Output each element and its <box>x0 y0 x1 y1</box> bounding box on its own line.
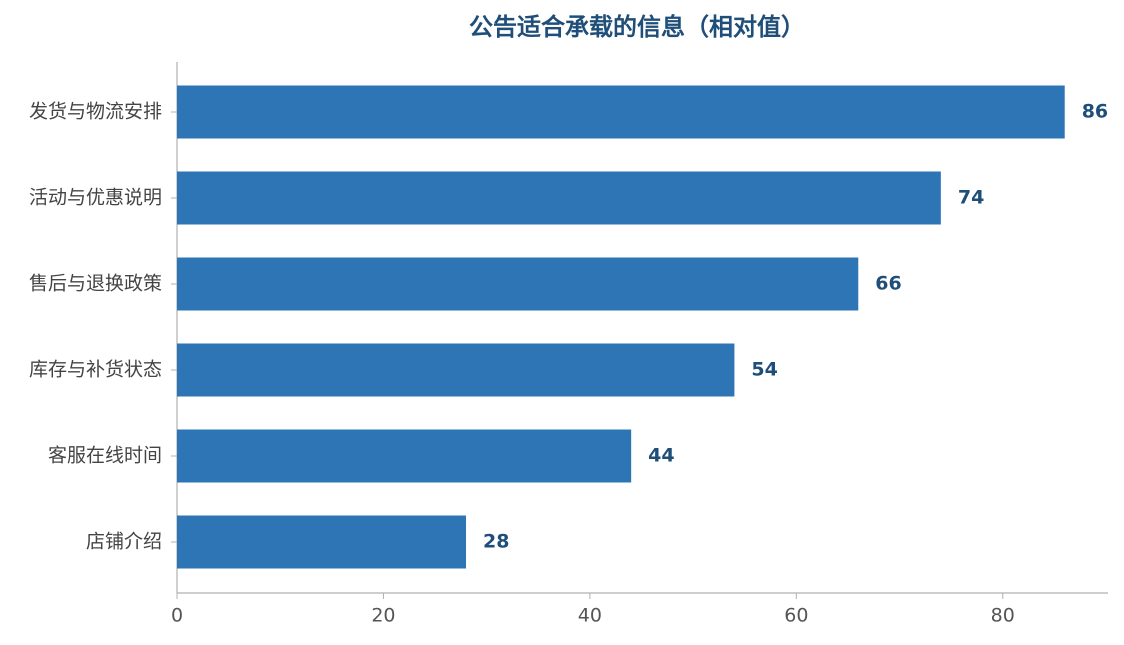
bar <box>177 171 941 225</box>
x-tick-label: 60 <box>784 605 808 627</box>
y-tick-label: 售后与退换政策 <box>29 273 162 295</box>
bar <box>177 515 467 569</box>
bar <box>177 257 859 311</box>
y-tick-label: 发货与物流安排 <box>29 101 162 123</box>
value-label: 44 <box>648 445 674 467</box>
chart-title: 公告适合承载的信息（相对值） <box>469 13 805 41</box>
y-tick-label: 店铺介绍 <box>86 531 162 553</box>
y-tick-label: 活动与优惠说明 <box>29 187 162 209</box>
value-label: 54 <box>751 359 777 381</box>
y-tick-label: 客服在线时间 <box>48 445 162 467</box>
value-label: 66 <box>875 273 901 295</box>
x-tick-label: 0 <box>171 605 183 627</box>
y-tick-label: 库存与补货状态 <box>29 359 162 381</box>
bar <box>177 429 632 483</box>
value-label: 86 <box>1082 101 1108 123</box>
x-tick-label: 20 <box>371 605 395 627</box>
x-tick-label: 80 <box>991 605 1015 627</box>
x-tick-label: 40 <box>578 605 602 627</box>
value-label: 74 <box>958 187 984 209</box>
value-label: 28 <box>483 531 509 553</box>
bar <box>177 343 735 397</box>
bar <box>177 85 1065 139</box>
